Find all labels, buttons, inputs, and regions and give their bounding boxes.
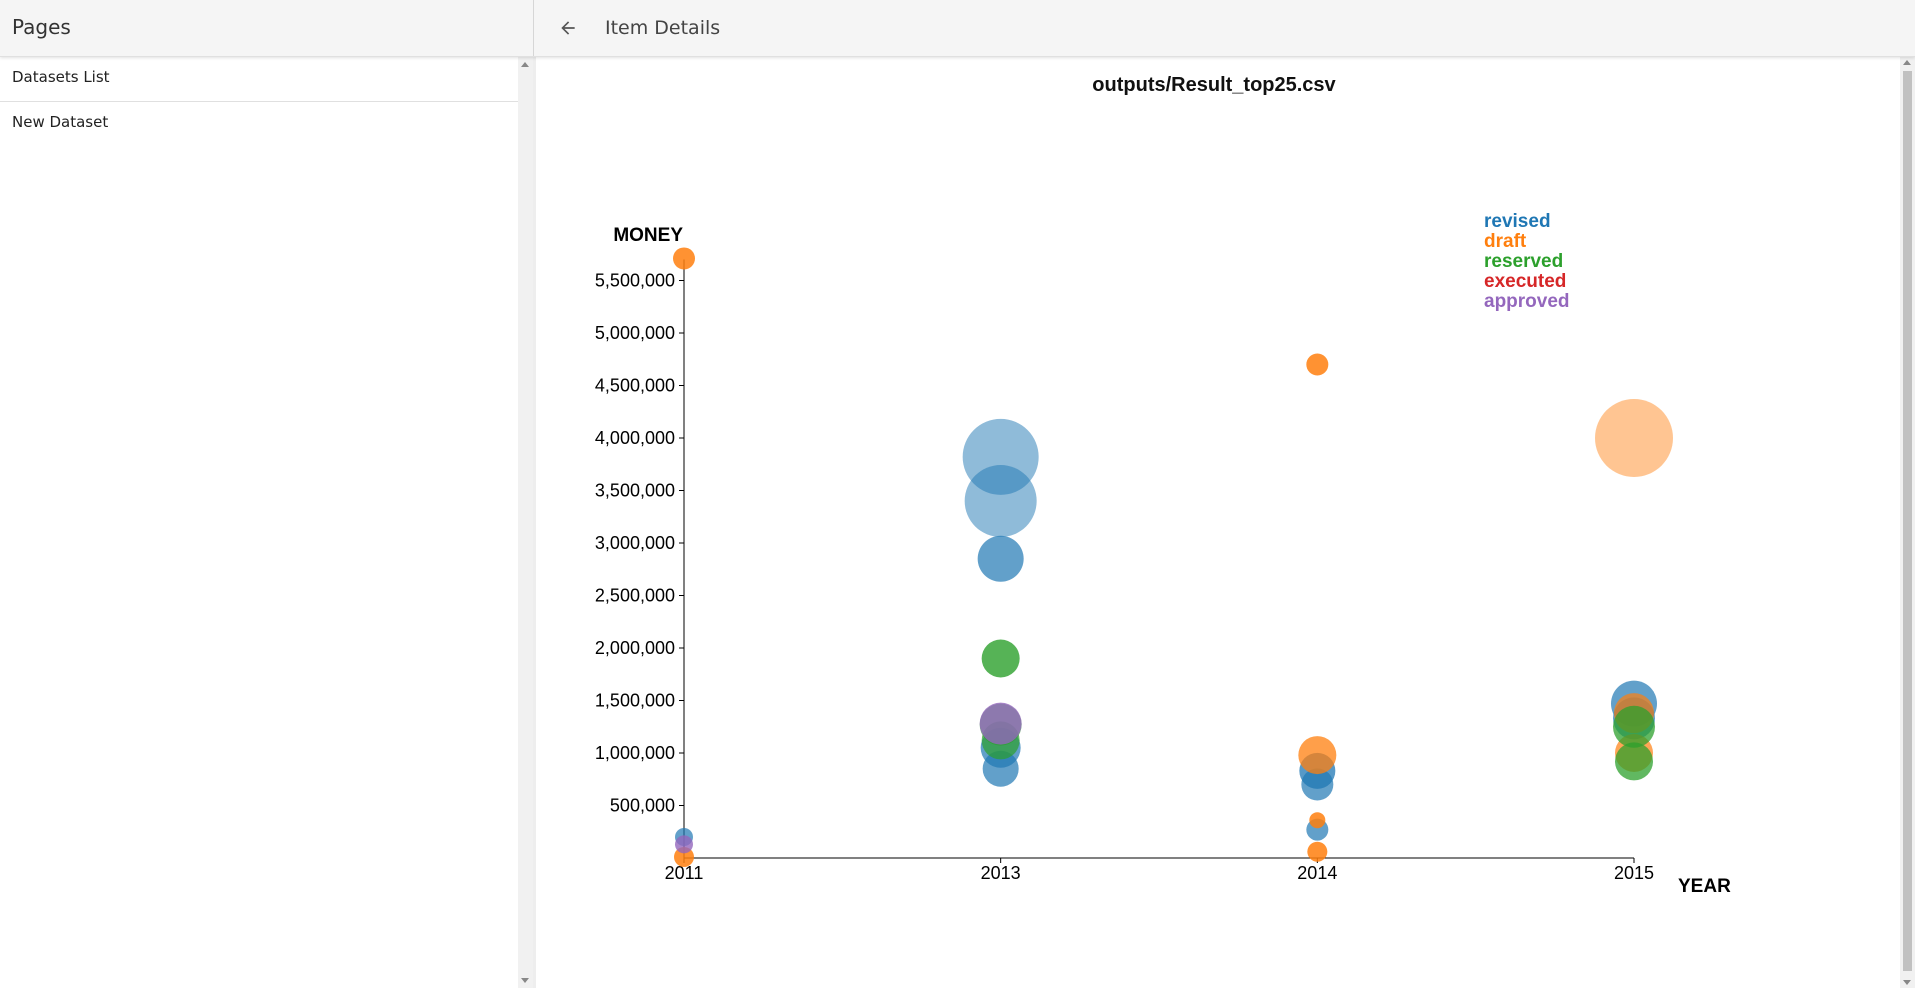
back-button[interactable] (552, 12, 584, 44)
y-tick-label: 5,000,000 (595, 323, 675, 343)
scroll-thumb[interactable] (1903, 71, 1912, 971)
y-tick-label: 2,500,000 (595, 586, 675, 606)
sidebar-item-datasets-list[interactable]: Datasets List (0, 57, 518, 102)
x-axis-label: YEAR (1678, 876, 1731, 897)
y-tick-label: 4,500,000 (595, 376, 675, 396)
chart-title: outputs/Result_top25.csv (1092, 74, 1336, 96)
y-tick-label: 3,000,000 (595, 533, 675, 553)
data-point-draft (674, 846, 694, 867)
data-point-revised (1301, 768, 1334, 801)
legend-item-reserved: reserved (1484, 251, 1563, 272)
y-tick-label: 500,000 (610, 796, 675, 816)
data-point-revised (977, 535, 1024, 582)
legend-item-draft: draft (1484, 231, 1527, 252)
data-point-reserved (1615, 742, 1653, 781)
data-point-draft (1306, 353, 1329, 376)
scroll-down-icon[interactable] (1903, 980, 1911, 985)
legend-item-executed: executed (1484, 271, 1566, 292)
main-scrollbar[interactable] (1900, 57, 1915, 988)
data-point-reserved (981, 639, 1020, 678)
data-point-draft (673, 247, 695, 270)
y-tick-label: 1,000,000 (595, 743, 675, 763)
x-tick-label: 2011 (665, 863, 704, 883)
y-tick-label: 5,500,000 (595, 271, 675, 291)
data-point-draft (1307, 841, 1328, 862)
page-title: Item Details (605, 17, 721, 39)
y-tick-label: 1,500,000 (595, 691, 675, 711)
pages-title: Pages (12, 15, 71, 39)
sidebar: Datasets List New Dataset (0, 57, 518, 988)
app-header: Pages Item Details (0, 0, 1915, 57)
data-point-revised (964, 465, 1037, 537)
data-point-draft (1309, 812, 1326, 829)
x-tick-label: 2014 (1297, 863, 1337, 883)
y-tick-label: 4,000,000 (595, 428, 675, 448)
data-point-approved (675, 835, 693, 854)
x-tick-label: 2015 (1614, 863, 1654, 883)
sidebar-scrollbar[interactable] (518, 57, 533, 988)
scroll-up-icon[interactable] (1903, 60, 1911, 65)
x-tick-label: 2013 (981, 863, 1021, 883)
legend-item-approved: approved (1484, 291, 1570, 312)
header-divider (533, 0, 534, 56)
data-point-approved (979, 702, 1022, 745)
y-tick-label: 2,000,000 (595, 638, 675, 658)
scatter-chart: outputs/Result_top25.csv 500,000 1,000,00… (595, 74, 1731, 897)
arrow-left-icon (561, 21, 575, 35)
legend-item-revised: revised (1484, 211, 1551, 232)
y-tick-label: 3,500,000 (595, 481, 675, 501)
scroll-down-icon[interactable] (521, 978, 529, 983)
scroll-up-icon[interactable] (521, 62, 529, 67)
data-point-draft (1595, 399, 1673, 477)
main-panel: outputs/Result_top25.csv 500,000 1,000,00… (536, 57, 1900, 988)
sidebar-item-new-dataset[interactable]: New Dataset (12, 113, 109, 131)
panel-divider (533, 57, 536, 988)
data-point-reserved (1613, 705, 1655, 748)
y-axis-label: MONEY (613, 225, 683, 246)
data-point-draft (1298, 736, 1337, 775)
data-point-revised (982, 750, 1019, 787)
